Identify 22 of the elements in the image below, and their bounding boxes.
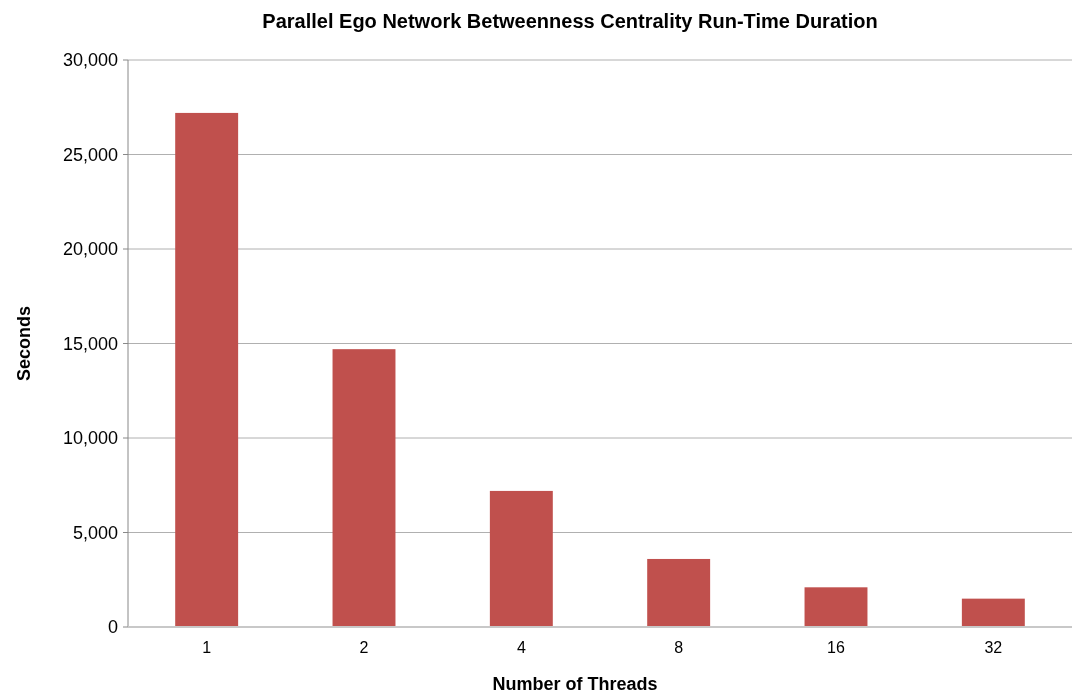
bar xyxy=(804,587,868,627)
x-tick-label: 32 xyxy=(984,639,1003,656)
x-tick-label: 8 xyxy=(674,639,684,656)
bar xyxy=(647,558,711,627)
chart-title: Parallel Ego Network Betweenness Centrality Run-Time Duration xyxy=(262,10,878,32)
x-tick-label: 2 xyxy=(359,639,369,656)
y-tick-label: 20,000 xyxy=(62,239,118,260)
y-tick-label: 5,000 xyxy=(72,522,118,543)
x-tick-label: 16 xyxy=(827,639,845,656)
bar xyxy=(175,112,239,627)
y-tick-label: 15,000 xyxy=(62,333,118,354)
y-tick-label: 25,000 xyxy=(62,144,118,165)
bar xyxy=(961,598,1025,627)
bar xyxy=(332,349,396,627)
bar xyxy=(489,490,553,627)
y-tick-label: 0 xyxy=(107,617,118,638)
y-tick-label: 30,000 xyxy=(62,50,118,71)
y-tick-label: 10,000 xyxy=(62,428,118,449)
x-tick-label: 1 xyxy=(202,639,212,656)
x-tick-label: 4 xyxy=(516,639,526,656)
x-axis-title: Number of Threads xyxy=(492,674,658,694)
y-axis-title: Seconds xyxy=(14,305,34,382)
